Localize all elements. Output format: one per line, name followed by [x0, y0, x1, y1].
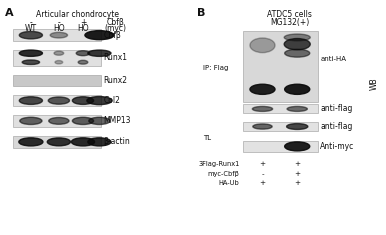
FancyBboxPatch shape — [243, 104, 318, 114]
Ellipse shape — [88, 138, 111, 146]
Text: +: + — [259, 161, 266, 167]
Ellipse shape — [50, 32, 68, 38]
Text: β-actin: β-actin — [103, 137, 130, 146]
Ellipse shape — [285, 84, 310, 94]
FancyBboxPatch shape — [243, 141, 318, 152]
Text: +: + — [294, 180, 300, 186]
Text: Runx1: Runx1 — [103, 53, 127, 62]
Text: B: B — [197, 8, 205, 18]
FancyBboxPatch shape — [243, 122, 318, 131]
Ellipse shape — [19, 97, 42, 104]
Ellipse shape — [286, 124, 308, 129]
Ellipse shape — [19, 31, 42, 39]
Ellipse shape — [85, 31, 114, 40]
Ellipse shape — [19, 50, 42, 56]
Text: Runx2: Runx2 — [103, 76, 127, 85]
Text: TL: TL — [203, 135, 211, 141]
Text: Cbfβ: Cbfβ — [107, 18, 125, 27]
Ellipse shape — [285, 142, 310, 151]
Text: -: - — [29, 18, 32, 27]
Text: A: A — [5, 8, 14, 18]
Ellipse shape — [284, 39, 310, 50]
Text: anti-flag: anti-flag — [320, 104, 353, 114]
Text: anti-flag: anti-flag — [320, 122, 353, 131]
Text: WB: WB — [369, 77, 378, 90]
Text: +: + — [294, 161, 300, 167]
FancyBboxPatch shape — [243, 31, 318, 102]
Ellipse shape — [285, 49, 310, 57]
Ellipse shape — [89, 117, 110, 125]
Text: +: + — [294, 171, 300, 177]
Text: +: + — [259, 180, 266, 186]
Text: Cbfβ: Cbfβ — [103, 31, 121, 40]
Ellipse shape — [250, 38, 275, 53]
Text: HO: HO — [53, 24, 65, 33]
FancyBboxPatch shape — [12, 136, 101, 148]
FancyBboxPatch shape — [12, 75, 101, 86]
Text: +: + — [80, 18, 86, 27]
Ellipse shape — [55, 61, 63, 64]
Text: IP: Flag: IP: Flag — [203, 65, 228, 71]
Text: ATDC5 cells: ATDC5 cells — [267, 10, 312, 19]
Ellipse shape — [73, 97, 94, 104]
Ellipse shape — [250, 84, 275, 94]
Ellipse shape — [20, 117, 42, 125]
Ellipse shape — [19, 138, 43, 146]
Text: -: - — [261, 171, 264, 177]
Ellipse shape — [284, 34, 310, 41]
Text: MG132(+): MG132(+) — [270, 18, 309, 27]
Text: myc-Cbfβ: myc-Cbfβ — [207, 171, 239, 177]
Ellipse shape — [78, 60, 88, 64]
Text: HA-Ub: HA-Ub — [218, 180, 239, 186]
Ellipse shape — [287, 106, 307, 111]
Text: Articular chondrocyte: Articular chondrocyte — [36, 10, 119, 19]
Text: HO: HO — [77, 24, 89, 33]
FancyBboxPatch shape — [12, 95, 101, 106]
Text: Anti-myc: Anti-myc — [320, 142, 355, 151]
Ellipse shape — [48, 97, 69, 104]
Ellipse shape — [54, 51, 64, 55]
Ellipse shape — [87, 97, 112, 105]
Ellipse shape — [88, 50, 111, 56]
Text: 3Flag-Runx1: 3Flag-Runx1 — [198, 161, 239, 167]
Text: Col2: Col2 — [103, 96, 120, 105]
Ellipse shape — [49, 118, 69, 124]
Text: -: - — [58, 18, 60, 27]
Text: WT: WT — [25, 24, 37, 33]
Text: (myc): (myc) — [105, 24, 127, 33]
Ellipse shape — [22, 60, 39, 64]
Ellipse shape — [71, 138, 95, 146]
Ellipse shape — [253, 124, 272, 129]
Ellipse shape — [76, 51, 90, 56]
FancyBboxPatch shape — [12, 115, 101, 127]
Text: anti-HA: anti-HA — [320, 56, 346, 63]
Text: MMP13: MMP13 — [103, 116, 131, 125]
Ellipse shape — [73, 117, 94, 125]
Ellipse shape — [252, 106, 273, 111]
Ellipse shape — [47, 138, 71, 146]
FancyBboxPatch shape — [12, 29, 101, 41]
FancyBboxPatch shape — [12, 50, 101, 66]
